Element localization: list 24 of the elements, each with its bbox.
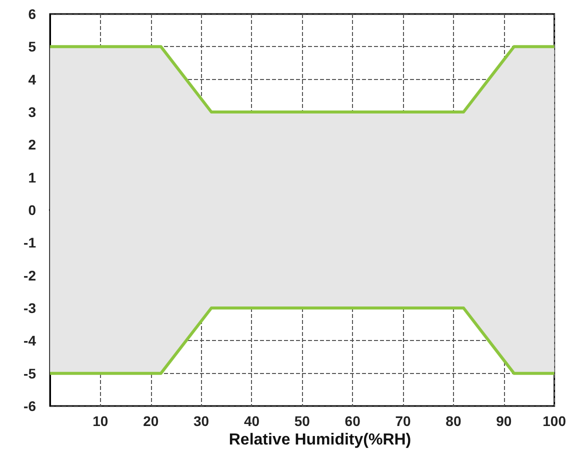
y-tick-label: 0 (28, 202, 36, 218)
y-tick-label: 5 (28, 38, 36, 55)
x-tick-label: 60 (344, 413, 361, 429)
x-tick-label: 20 (143, 413, 159, 429)
x-tick-label: 70 (395, 413, 412, 429)
y-tick-label: -2 (24, 267, 36, 284)
y-tick-label: 2 (28, 136, 36, 153)
x-tick-label: 50 (294, 413, 310, 429)
x-tick-label: 30 (194, 413, 210, 429)
x-tick-label: 10 (92, 413, 108, 429)
x-tick-label: 40 (244, 413, 260, 429)
y-tick-label: 6 (28, 6, 36, 22)
y-tick-label: -6 (24, 398, 36, 414)
x-tick-label: 100 (542, 413, 566, 429)
y-tick-label: 3 (28, 104, 36, 120)
y-tick-label: 1 (28, 169, 36, 186)
y-tick-label: -4 (24, 332, 36, 349)
x-tick-label: 80 (446, 413, 462, 429)
x-axis-title: Relative Humidity(%RH) (228, 432, 412, 448)
y-tick-label: -1 (24, 234, 36, 251)
y-tick-label: -3 (24, 300, 36, 316)
y-tick-label: 4 (28, 71, 36, 88)
x-tick-label: 90 (496, 413, 512, 429)
y-tick-label: -5 (24, 365, 36, 382)
